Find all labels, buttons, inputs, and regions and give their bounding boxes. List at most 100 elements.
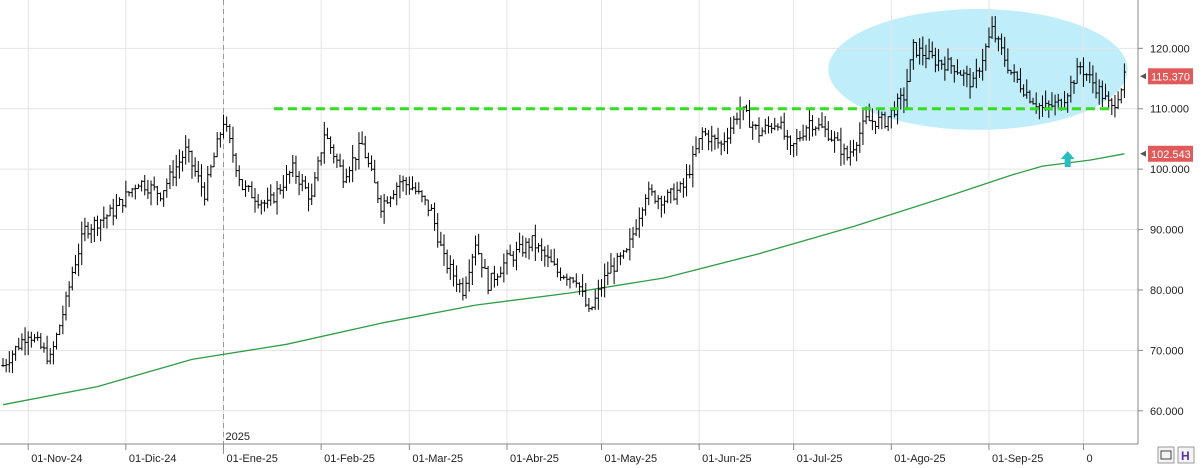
price-bar bbox=[499, 266, 503, 278]
price-bar bbox=[996, 36, 1000, 52]
price-bar bbox=[949, 56, 953, 74]
price-bar bbox=[1072, 79, 1076, 94]
price-bar bbox=[215, 132, 219, 158]
price-bar bbox=[1069, 75, 1073, 103]
price-bar bbox=[225, 116, 229, 132]
price-bar bbox=[508, 244, 512, 256]
price-bar bbox=[495, 273, 500, 286]
price-bar bbox=[73, 254, 78, 275]
last-price-tag bbox=[1148, 68, 1193, 85]
price-bar bbox=[851, 139, 856, 157]
price-bar bbox=[448, 255, 452, 280]
price-bar bbox=[275, 181, 279, 215]
price-bar bbox=[414, 182, 418, 195]
price-bar bbox=[426, 199, 430, 217]
x-tick-label: 01-Feb-25 bbox=[324, 453, 375, 465]
price-bar bbox=[480, 253, 484, 278]
price-bar bbox=[310, 183, 314, 206]
price-bar bbox=[914, 42, 919, 58]
price-bar bbox=[1078, 61, 1082, 75]
price-pointer-icon bbox=[1140, 150, 1146, 157]
price-bar bbox=[911, 39, 915, 70]
price-bar bbox=[552, 248, 556, 266]
price-bar bbox=[26, 331, 30, 356]
price-bar bbox=[587, 297, 591, 312]
price-bar bbox=[908, 59, 912, 83]
price-bar bbox=[111, 198, 115, 226]
price-bar bbox=[955, 59, 960, 75]
price-bar bbox=[209, 164, 213, 178]
price-bar bbox=[959, 70, 963, 76]
price-bar bbox=[127, 191, 131, 197]
y-tick-label: 100.000 bbox=[1150, 164, 1190, 176]
price-bar bbox=[338, 153, 342, 168]
price-bar bbox=[524, 237, 528, 258]
price-bar bbox=[58, 324, 62, 336]
price-bar bbox=[603, 263, 607, 298]
y-tick-label: 90.000 bbox=[1150, 225, 1184, 237]
price-bar bbox=[196, 161, 200, 183]
price-bar bbox=[363, 135, 367, 159]
price-bar bbox=[199, 164, 204, 197]
price-bar bbox=[376, 181, 380, 204]
zoom-button[interactable] bbox=[1157, 446, 1175, 464]
price-bar bbox=[653, 190, 657, 204]
price-bar bbox=[162, 190, 166, 207]
price-bar bbox=[1, 358, 5, 368]
price-bar bbox=[568, 276, 572, 289]
price-bar bbox=[492, 265, 496, 288]
price-bar bbox=[1091, 65, 1095, 94]
save-button[interactable] bbox=[1177, 446, 1195, 464]
price-bar bbox=[165, 178, 169, 198]
price-bar bbox=[470, 253, 474, 285]
price-bar bbox=[782, 112, 786, 140]
price-bar bbox=[968, 67, 972, 99]
price-bar bbox=[234, 152, 238, 178]
price-bar bbox=[836, 132, 840, 141]
price-bar bbox=[432, 202, 437, 231]
price-bar bbox=[549, 249, 553, 263]
price-bar bbox=[905, 68, 909, 108]
price-bar bbox=[1081, 57, 1086, 87]
price-tags: 115.370 102.543 bbox=[1148, 68, 1193, 162]
price-bar bbox=[423, 195, 427, 206]
price-bar bbox=[521, 235, 525, 257]
price-bar bbox=[395, 182, 399, 206]
price-bar bbox=[1022, 84, 1026, 97]
price-bar bbox=[669, 187, 673, 204]
price-bar bbox=[681, 178, 685, 198]
price-bar bbox=[354, 157, 358, 171]
price-bar bbox=[410, 176, 415, 191]
price-bar bbox=[146, 179, 150, 199]
price-bar bbox=[688, 164, 692, 179]
price-bar bbox=[744, 104, 748, 113]
price-bar bbox=[631, 226, 635, 249]
price-bar bbox=[379, 195, 383, 218]
price-bar bbox=[1034, 92, 1038, 114]
save-icon: H bbox=[1181, 449, 1190, 463]
price-bar bbox=[779, 116, 783, 130]
price-bar bbox=[203, 182, 207, 206]
price-bar bbox=[1003, 36, 1007, 67]
x-tick-label: 01-May-25 bbox=[605, 453, 658, 465]
price-bar bbox=[918, 38, 922, 65]
price-bar bbox=[212, 152, 216, 168]
price-bar bbox=[67, 281, 71, 308]
price-bar bbox=[977, 67, 982, 78]
price-bar bbox=[546, 244, 550, 268]
price-bar bbox=[584, 283, 588, 307]
price-bar bbox=[39, 333, 43, 350]
price-bar bbox=[392, 190, 396, 200]
price-bar bbox=[725, 127, 730, 154]
price-bar bbox=[540, 238, 544, 262]
price-bar bbox=[527, 238, 531, 260]
price-bar bbox=[401, 175, 405, 192]
price-bar bbox=[369, 155, 374, 172]
price-bar bbox=[398, 174, 402, 199]
price-bar bbox=[618, 252, 622, 266]
price-bar bbox=[1031, 97, 1035, 105]
price-bar bbox=[971, 72, 975, 88]
price-bar bbox=[662, 195, 667, 214]
price-bar bbox=[1100, 80, 1104, 107]
price-bar bbox=[574, 273, 578, 288]
